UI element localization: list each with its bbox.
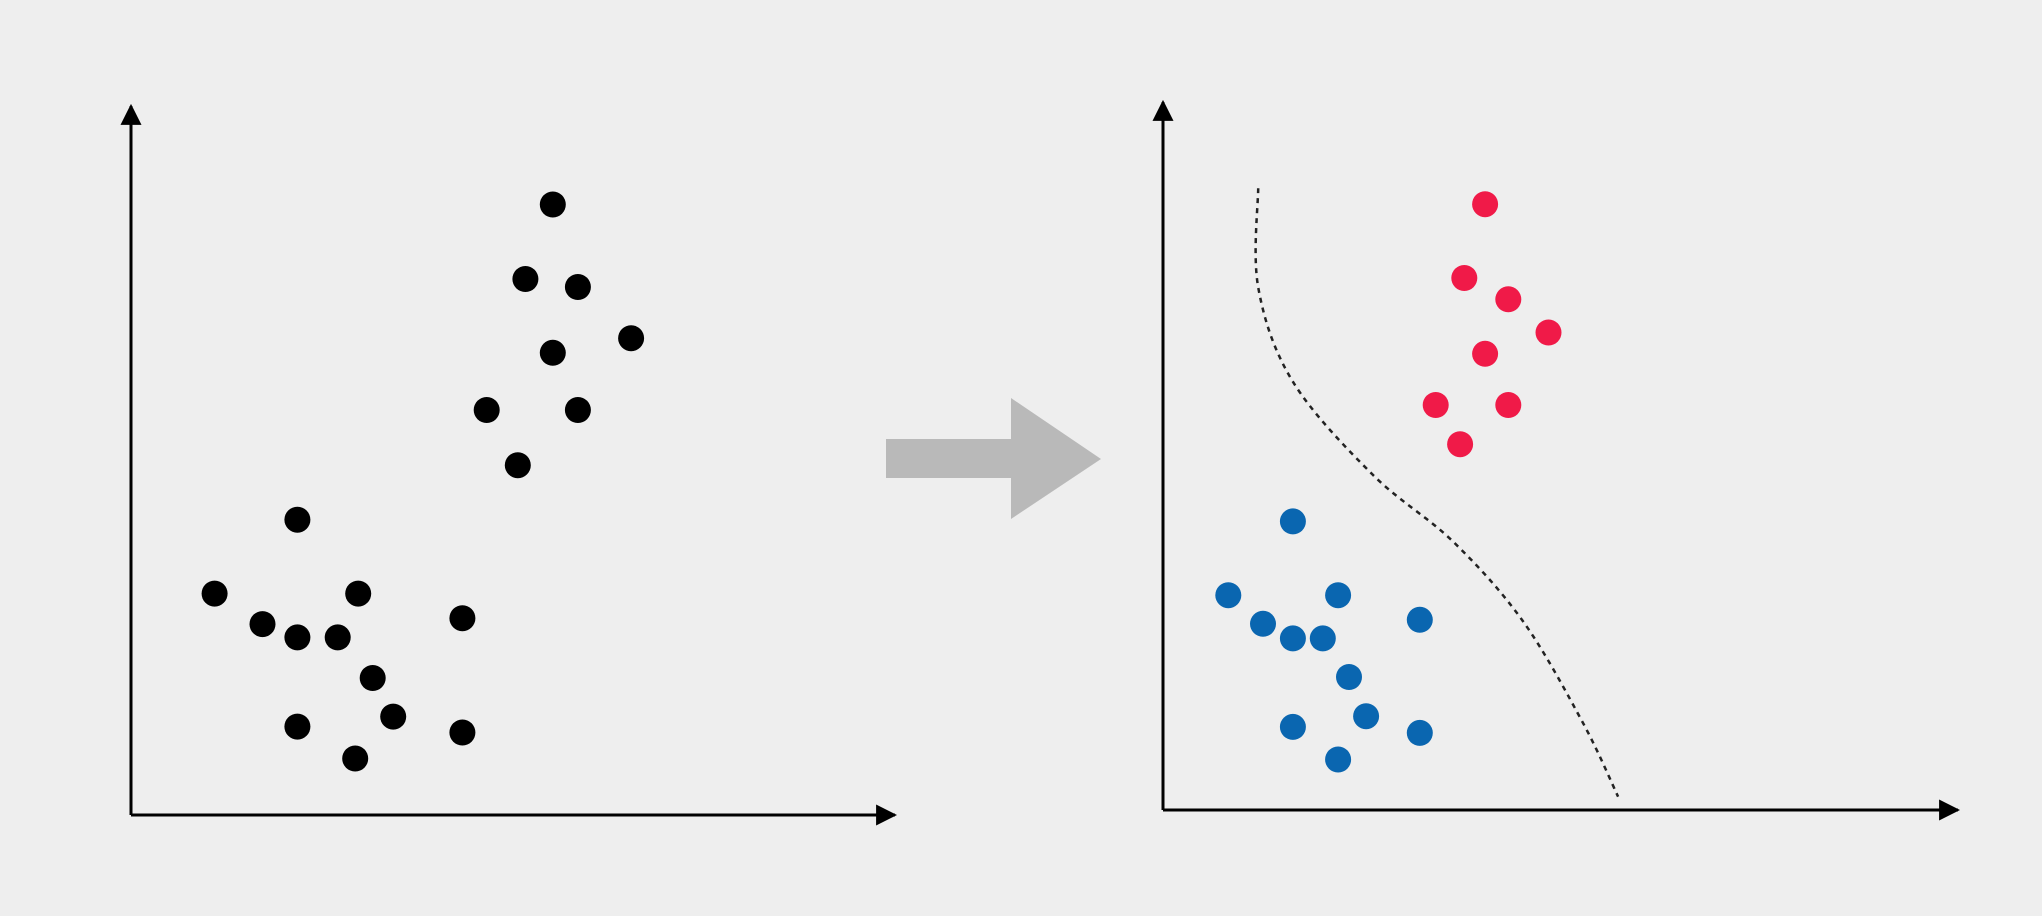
data-point — [324, 624, 351, 651]
data-point — [1447, 431, 1474, 458]
data-point — [1336, 664, 1362, 690]
data-point — [342, 745, 369, 772]
data-point — [473, 397, 500, 423]
data-point — [449, 605, 476, 632]
data-point — [1325, 746, 1352, 773]
decision-boundary-curve — [1254, 188, 1620, 798]
data-point — [284, 713, 311, 740]
data-point — [504, 452, 531, 479]
data-point — [201, 580, 228, 607]
unlabeled-points — [201, 191, 645, 772]
data-point — [1472, 340, 1499, 367]
data-point — [1309, 625, 1336, 652]
data-point — [449, 719, 476, 746]
clustered-scatter-plot — [1152, 99, 1961, 821]
data-point — [512, 266, 539, 292]
right-arrow-icon — [886, 398, 1101, 519]
data-point — [1215, 582, 1242, 609]
data-point — [1279, 508, 1306, 535]
data-point — [1495, 286, 1522, 313]
data-point — [1451, 265, 1478, 291]
data-point — [1406, 719, 1433, 746]
unlabeled-scatter-plot — [120, 103, 898, 826]
data-point — [284, 624, 311, 651]
data-point — [1279, 625, 1306, 652]
data-point — [564, 274, 591, 300]
data-point — [1279, 713, 1306, 740]
data-point — [539, 191, 566, 218]
data-point — [345, 580, 372, 607]
data-point — [1325, 582, 1352, 609]
data-point — [359, 665, 386, 691]
data-point — [1535, 319, 1562, 346]
clustered-points — [1215, 191, 1562, 773]
data-point — [1472, 191, 1499, 218]
data-point — [564, 397, 591, 423]
data-point — [1495, 392, 1522, 418]
data-point — [249, 611, 276, 638]
data-point — [1406, 606, 1433, 633]
data-point — [284, 506, 311, 533]
data-point — [1250, 610, 1276, 637]
data-point — [1353, 703, 1380, 730]
data-point — [539, 339, 566, 366]
data-point — [618, 325, 645, 352]
data-point — [1422, 392, 1449, 418]
data-point — [380, 703, 407, 730]
